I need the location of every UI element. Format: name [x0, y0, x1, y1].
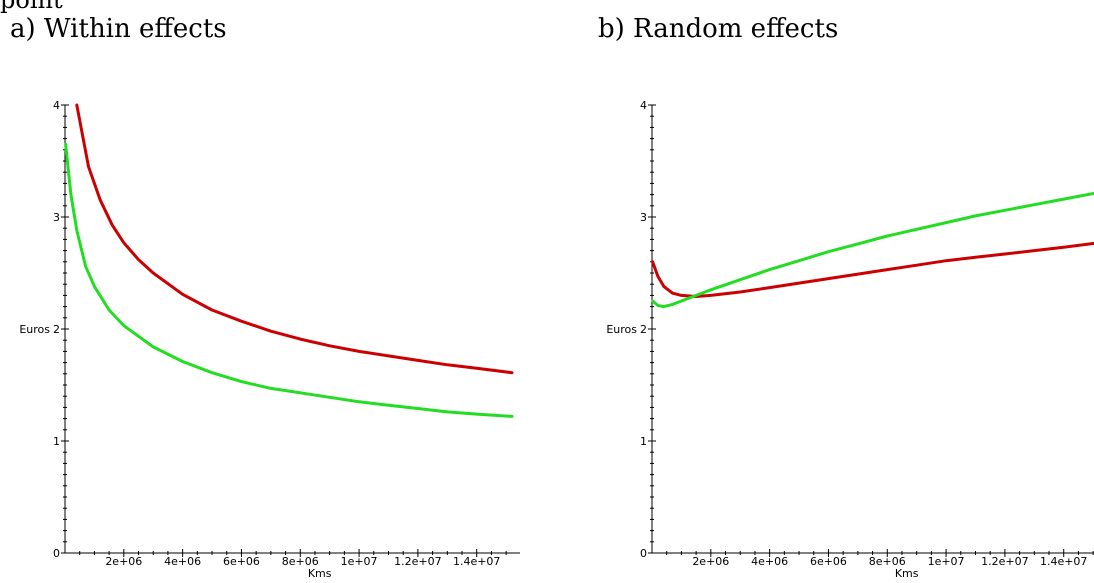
chart1-x-tick-label: 1.2e+07 — [981, 555, 1028, 568]
chart1-x-tick-label: 4e+06 — [751, 555, 788, 568]
chart0-y-tick-label: 0 — [53, 547, 60, 560]
chart1-y-tick-label: 3 — [640, 211, 647, 224]
chart0-x-tick-label: 1.2e+07 — [394, 555, 441, 568]
chart0-x-tick-label: 1.4e+07 — [453, 555, 500, 568]
chart1-x-tick-label: 2e+06 — [692, 555, 729, 568]
chart1-y-tick-label: 1 — [640, 435, 647, 448]
chart0-series-1-line — [64, 142, 514, 418]
chart1-x-axis-label: Kms — [895, 567, 919, 580]
chart1-y-axis-label: Euros — [606, 323, 637, 336]
chart0-series-0-line — [75, 103, 514, 375]
chart1-series-0-line — [651, 241, 1094, 298]
chart1-y-tick-label: 2 — [640, 323, 647, 336]
panel-a-title: a) Within effects — [10, 14, 227, 44]
chart0-x-tick-label: 1e+07 — [341, 555, 378, 568]
chart0-x-tick-label: 6e+06 — [223, 555, 260, 568]
panel-b-title: b) Random effects — [598, 14, 839, 44]
chart0-y-tick-label: 3 — [53, 211, 60, 224]
random-effects-chart: 0 1 2 3 4 2e+06 4e+06 6e+06 8e+06 1e+07 1.2e+07 1.4… — [606, 99, 1094, 580]
chart0-y-axis-label: Euros — [19, 323, 50, 336]
header-fragment: point — [0, 0, 63, 14]
chart1-x-tick-label: 6e+06 — [810, 555, 847, 568]
chart1-x-tick-label: 1.4e+07 — [1040, 555, 1087, 568]
within-effects-chart: 0 1 2 3 4 2e+06 4e+06 6e+06 8e+06 1e+07 1.2e+07 1.4… — [19, 99, 520, 580]
chart0-x-tick-label: 8e+06 — [282, 555, 319, 568]
chart0-x-tick-label: 2e+06 — [105, 555, 142, 568]
chart1-y-tick-label: 0 — [640, 547, 647, 560]
chart1-series-1-line — [651, 191, 1094, 309]
chart0-y-tick-label: 1 — [53, 435, 60, 448]
chart0-x-axis-label: Kms — [308, 567, 332, 580]
chart1-y-tick-label: 4 — [640, 99, 647, 112]
chart1-x-tick-label: 1e+07 — [928, 555, 965, 568]
chart0-y-tick-label: 4 — [53, 99, 60, 112]
chart0-y-tick-label: 2 — [53, 323, 60, 336]
chart1-x-tick-label: 8e+06 — [869, 555, 906, 568]
chart0-x-tick-label: 4e+06 — [164, 555, 201, 568]
